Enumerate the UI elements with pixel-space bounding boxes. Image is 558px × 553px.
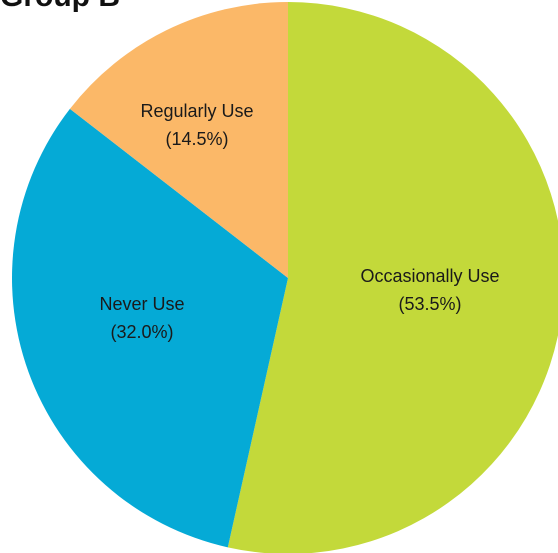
slice-percent-regularly-use: (14.5%) (165, 129, 228, 149)
slice-label-never-use: Never Use (99, 294, 184, 314)
slice-label-regularly-use: Regularly Use (140, 101, 253, 121)
slice-label-occasionally-use: Occasionally Use (360, 266, 499, 286)
pie-slices (12, 2, 558, 553)
slice-regularly-use (69, 2, 288, 278)
pie-labels: Occasionally Use (53.5%) Never Use (32.0%) R… (99, 101, 499, 342)
slice-percent-never-use: (32.0%) (110, 322, 173, 342)
slice-occasionally-use (227, 2, 558, 553)
chart-title: Group B (0, 0, 120, 14)
slice-percent-occasionally-use: (53.5%) (398, 294, 461, 314)
slice-never-use (12, 108, 289, 548)
